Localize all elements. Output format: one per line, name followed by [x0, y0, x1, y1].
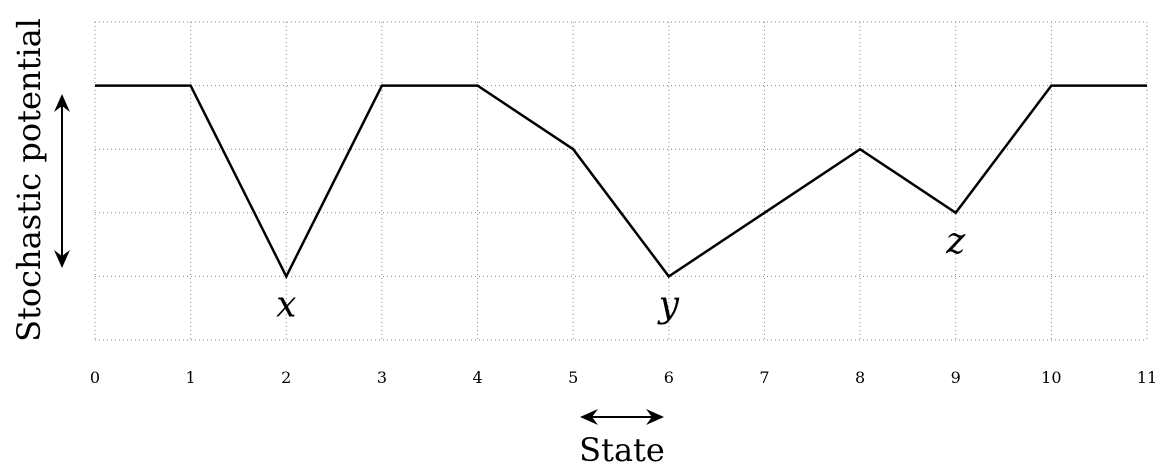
x-tick-label: 3	[377, 368, 387, 387]
x-tick-label: 4	[472, 368, 482, 387]
annotation-label: x	[276, 284, 296, 325]
x-tick-label: 2	[281, 368, 291, 387]
annotation-label: y	[657, 284, 680, 325]
x-tick-label: 5	[568, 368, 578, 387]
y-axis-label: Stochastic potential	[10, 18, 48, 342]
x-tick-labels: 0 1 2 3 4 5 6 7 8 9 10 11	[90, 368, 1157, 387]
horizontal-double-arrow-icon	[580, 409, 664, 425]
x-tick-label: 8	[855, 368, 865, 387]
annotation-label: z	[945, 221, 966, 262]
annotations: x y z	[276, 221, 966, 326]
x-axis-label: State	[579, 431, 665, 468]
x-tick-label: 9	[951, 368, 961, 387]
x-tick-label: 0	[90, 368, 100, 387]
series-group	[94, 84, 1148, 280]
x-tick-label: 10	[1041, 368, 1061, 387]
x-tick-label: 7	[759, 368, 769, 387]
x-tick-label: 1	[186, 368, 196, 387]
x-tick-label: 6	[664, 368, 674, 387]
series-line	[95, 84, 1147, 280]
vertical-double-arrow-icon	[54, 94, 70, 268]
grid	[94, 21, 1148, 341]
x-tick-label: 11	[1137, 368, 1157, 387]
